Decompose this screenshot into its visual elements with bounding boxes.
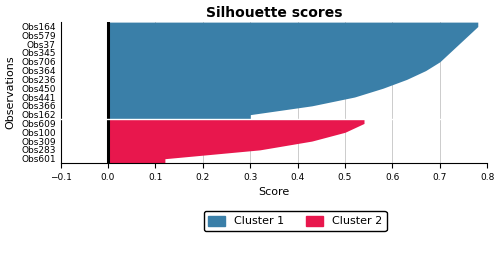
X-axis label: Score: Score: [258, 187, 290, 197]
Legend: Cluster 1, Cluster 2: Cluster 1, Cluster 2: [204, 211, 386, 231]
Y-axis label: Observations: Observations: [6, 56, 16, 129]
Title: Silhouette scores: Silhouette scores: [206, 5, 342, 20]
